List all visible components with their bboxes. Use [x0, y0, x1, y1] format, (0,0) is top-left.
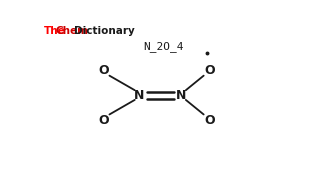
Text: O: O: [98, 64, 108, 77]
Text: N: N: [134, 89, 144, 102]
Text: O: O: [204, 64, 215, 77]
Text: N_2O_4: N_2O_4: [144, 41, 184, 52]
Text: Chem: Chem: [55, 26, 88, 36]
Text: Dictionary: Dictionary: [74, 26, 135, 36]
Text: N: N: [176, 89, 187, 102]
Text: O: O: [98, 114, 108, 127]
Text: O: O: [204, 114, 215, 127]
Text: The: The: [44, 26, 66, 36]
